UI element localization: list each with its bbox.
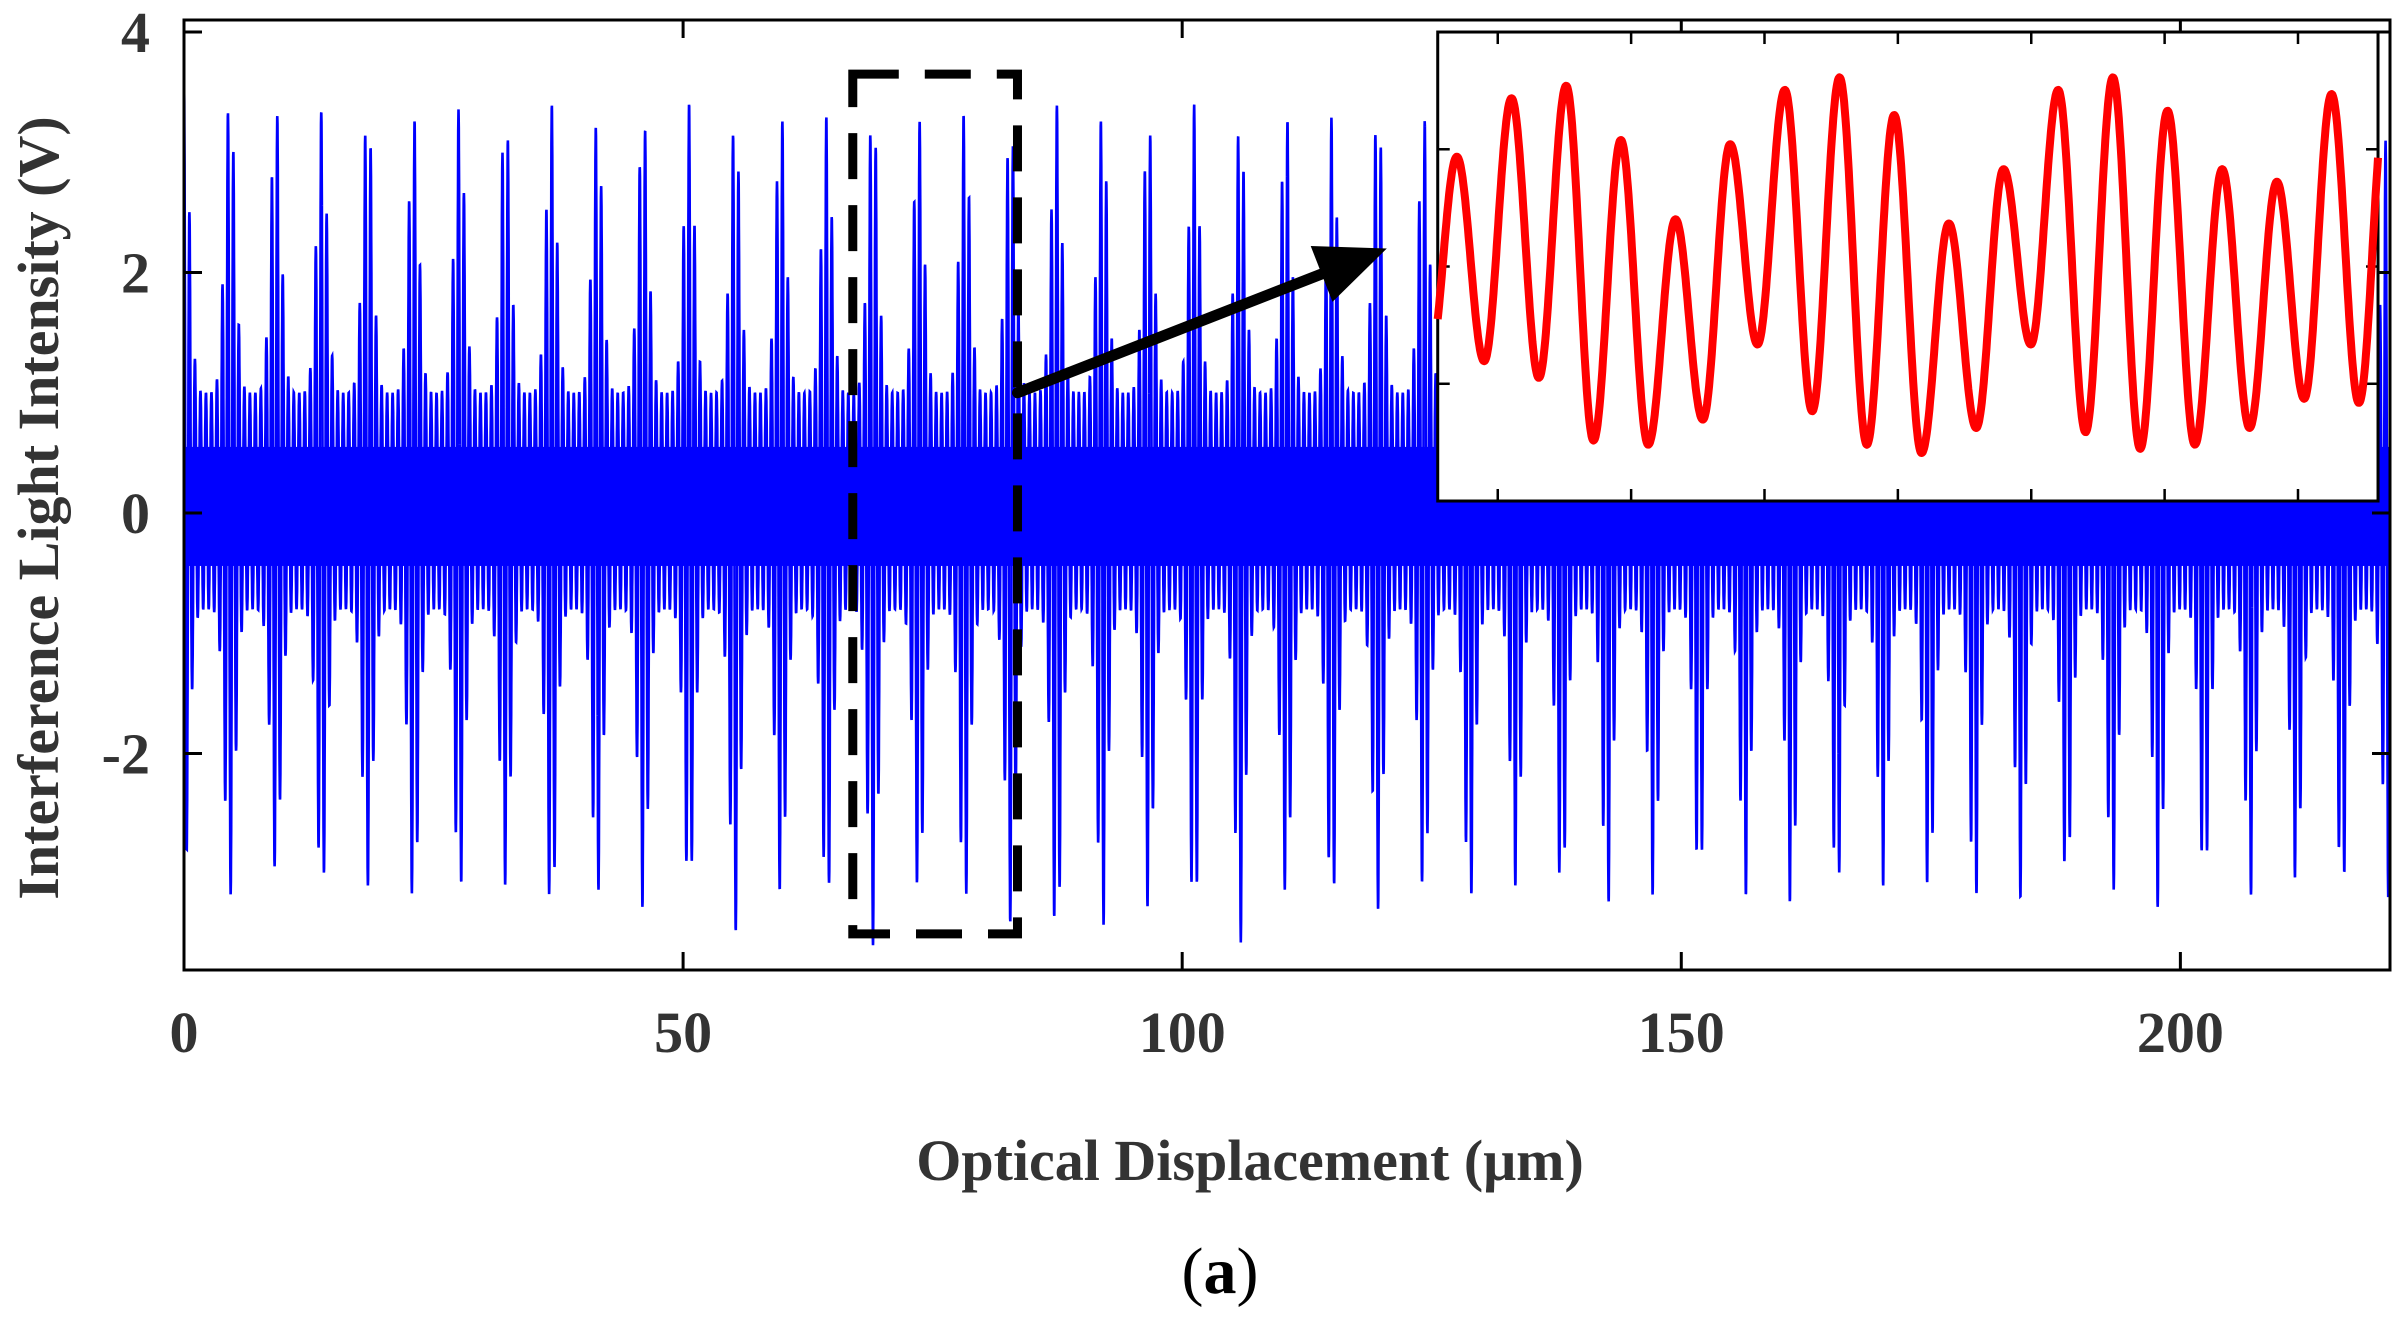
caption-close-paren: ) <box>1237 1235 1259 1308</box>
caption-letter: a <box>1204 1235 1237 1308</box>
inset-plot <box>1433 30 2382 503</box>
zoom-arrow-line <box>1011 268 1328 399</box>
x-tick-label: 100 <box>1139 1000 1226 1065</box>
y-tick-label: 0 <box>121 481 150 546</box>
zoom-arrow-head <box>1310 246 1387 302</box>
y-tick-labels: -2 0 2 4 <box>102 0 150 787</box>
signal-line-segment <box>1285 117 1427 909</box>
x-tick-label: 0 <box>170 1000 199 1065</box>
figure-caption: (a) <box>1182 1235 1259 1308</box>
zoom-region-box <box>848 69 1022 939</box>
zoom-annotation <box>848 69 1387 939</box>
x-tick-label: 150 <box>1638 1000 1725 1065</box>
caption-open-paren: ( <box>1182 1235 1204 1308</box>
x-tick-label: 50 <box>654 1000 712 1065</box>
y-tick-label: -2 <box>102 722 150 787</box>
x-axis-title: Optical Displacement (μm) <box>916 1128 1584 1193</box>
inset-signal-line <box>1433 73 2382 457</box>
x-tick-labels: 0 50 100 150 200 <box>170 1000 2224 1065</box>
y-tick-label: 4 <box>121 0 150 65</box>
y-axis-title: Interference Light Intensity (V) <box>6 116 71 899</box>
main-axes-frame <box>182 18 2392 972</box>
y-tick-label: 2 <box>121 241 150 306</box>
x-tick-label: 200 <box>2137 1000 2224 1065</box>
